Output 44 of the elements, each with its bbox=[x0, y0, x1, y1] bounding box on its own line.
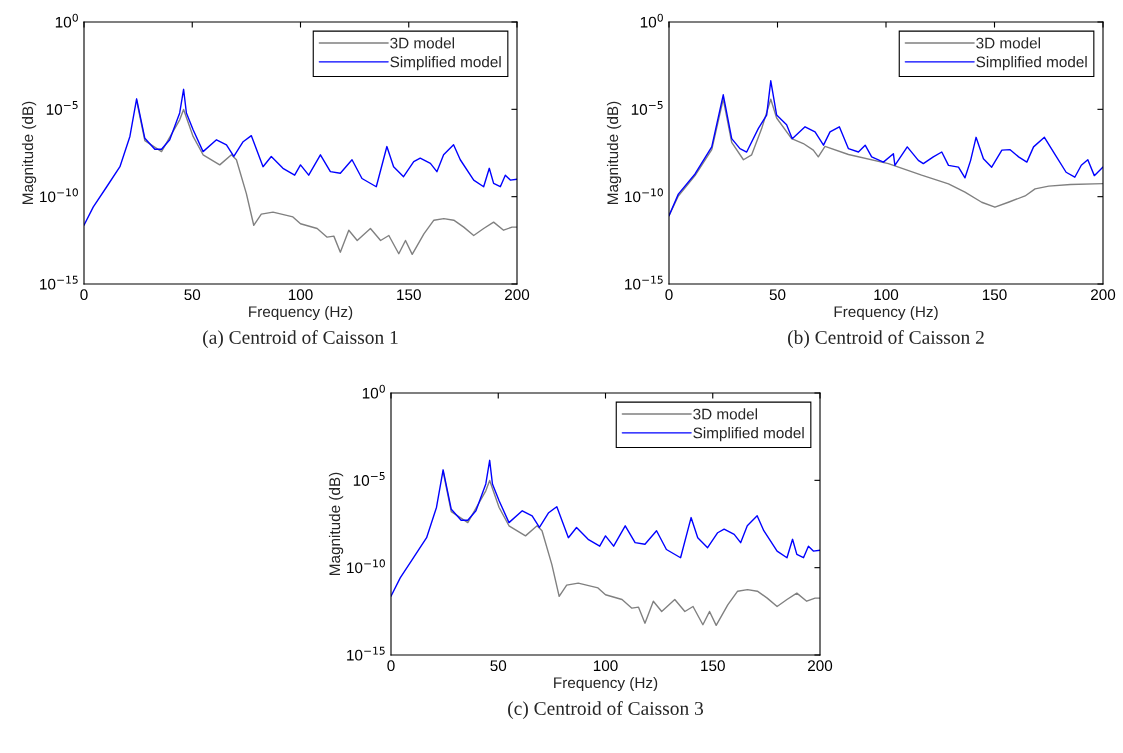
x-tick-label: 150 bbox=[397, 289, 421, 301]
y-tick-label: 10$^{−15}$ bbox=[625, 275, 663, 290]
y-tick-label: 10$^{−10}$ bbox=[347, 559, 385, 574]
y-axis-title: Magnitude (dB) bbox=[21, 101, 37, 204]
x-tick-label: 0 bbox=[80, 289, 88, 301]
legend-label: Simplified model bbox=[693, 427, 804, 442]
y-tick-label: 10$^{−10}$ bbox=[40, 188, 78, 203]
line-series bbox=[391, 459, 820, 597]
text: (c) Centroid of Caisson 3 bbox=[508, 701, 704, 719]
x-tick-label: 200 bbox=[505, 289, 530, 301]
x-axis-title: Frequency (Hz) bbox=[554, 676, 658, 692]
x-tick-label: 100 bbox=[874, 289, 899, 301]
y-tick-label: 10$^{−5}$ bbox=[353, 472, 385, 486]
x-tick-label: 100 bbox=[593, 660, 618, 672]
x-tick-label: 0 bbox=[387, 660, 395, 672]
x-tick-label: 0 bbox=[665, 289, 673, 301]
line-series bbox=[84, 88, 517, 226]
legend-label: 3D model bbox=[976, 37, 1041, 49]
x-tick-label: 200 bbox=[808, 660, 833, 672]
y-tick-label: 10$^{−15}$ bbox=[347, 646, 385, 661]
x-tick-label: 100 bbox=[288, 289, 313, 301]
y-tick-label: 10$^{−5}$ bbox=[46, 101, 78, 115]
x-tick-label: 150 bbox=[701, 660, 725, 672]
y-tick-label: 10$^{−10}$ bbox=[625, 188, 663, 203]
y-tick-label: 10$^{−5}$ bbox=[631, 101, 663, 115]
x-tick-label: 50 bbox=[769, 289, 786, 301]
legend-label: Simplified model bbox=[976, 56, 1087, 71]
y-tick-label: 10$^{0}$ bbox=[640, 13, 663, 28]
text: (b) Centroid of Caisson 2 bbox=[788, 330, 984, 348]
x-tick-label: 50 bbox=[490, 660, 507, 672]
text: (a) Centroid of Caisson 1 bbox=[203, 330, 398, 348]
x-axis-title: Frequency (Hz) bbox=[249, 305, 353, 321]
legend-label: Simplified model bbox=[390, 56, 501, 71]
x-axis-title: Frequency (Hz) bbox=[834, 305, 938, 321]
y-tick-label: 10$^{0}$ bbox=[362, 384, 385, 399]
x-tick-label: 50 bbox=[184, 289, 201, 301]
y-axis-title: Magnitude (dB) bbox=[606, 101, 622, 204]
legend-label: 3D model bbox=[390, 37, 455, 49]
x-tick-label: 150 bbox=[982, 289, 1007, 301]
x-tick-label: 200 bbox=[1091, 289, 1116, 301]
y-tick-label: 10$^{−15}$ bbox=[40, 275, 78, 290]
y-axis-title: Magnitude (dB) bbox=[328, 472, 344, 575]
y-tick-label: 10$^{0}$ bbox=[55, 13, 78, 28]
legend-label: 3D model bbox=[693, 408, 758, 420]
